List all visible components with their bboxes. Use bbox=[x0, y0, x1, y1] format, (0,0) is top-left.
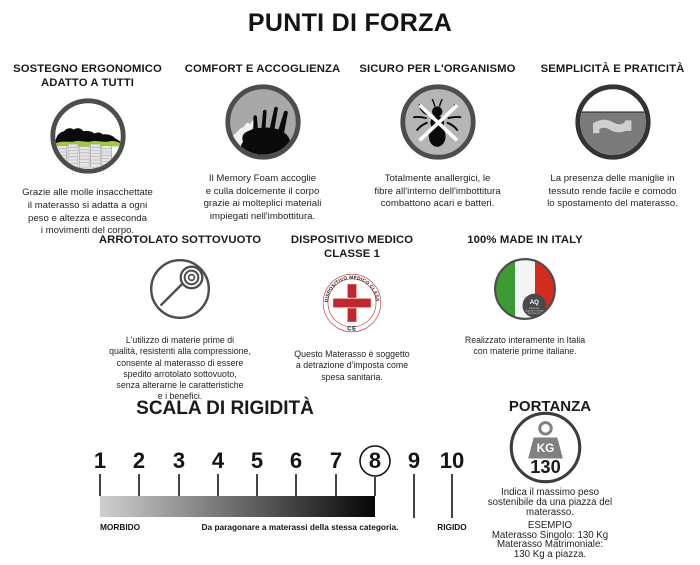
svg-text:9: 9 bbox=[408, 448, 420, 473]
svg-text:MORBIDO: MORBIDO bbox=[100, 522, 141, 532]
svg-text:1: 1 bbox=[94, 448, 106, 473]
svg-text:130: 130 bbox=[530, 456, 560, 477]
svg-text:7: 7 bbox=[330, 448, 342, 473]
svg-text:2: 2 bbox=[133, 448, 145, 473]
svg-text:6: 6 bbox=[290, 448, 302, 473]
svg-text:Da paragonare a materassi dell: Da paragonare a materassi della stessa c… bbox=[202, 522, 399, 532]
svg-text:3: 3 bbox=[173, 448, 185, 473]
svg-text:5: 5 bbox=[251, 448, 263, 473]
svg-text:4: 4 bbox=[212, 448, 225, 473]
svg-text:10: 10 bbox=[440, 448, 464, 473]
svg-text:KG: KG bbox=[537, 441, 555, 455]
svg-text:8: 8 bbox=[369, 448, 381, 473]
